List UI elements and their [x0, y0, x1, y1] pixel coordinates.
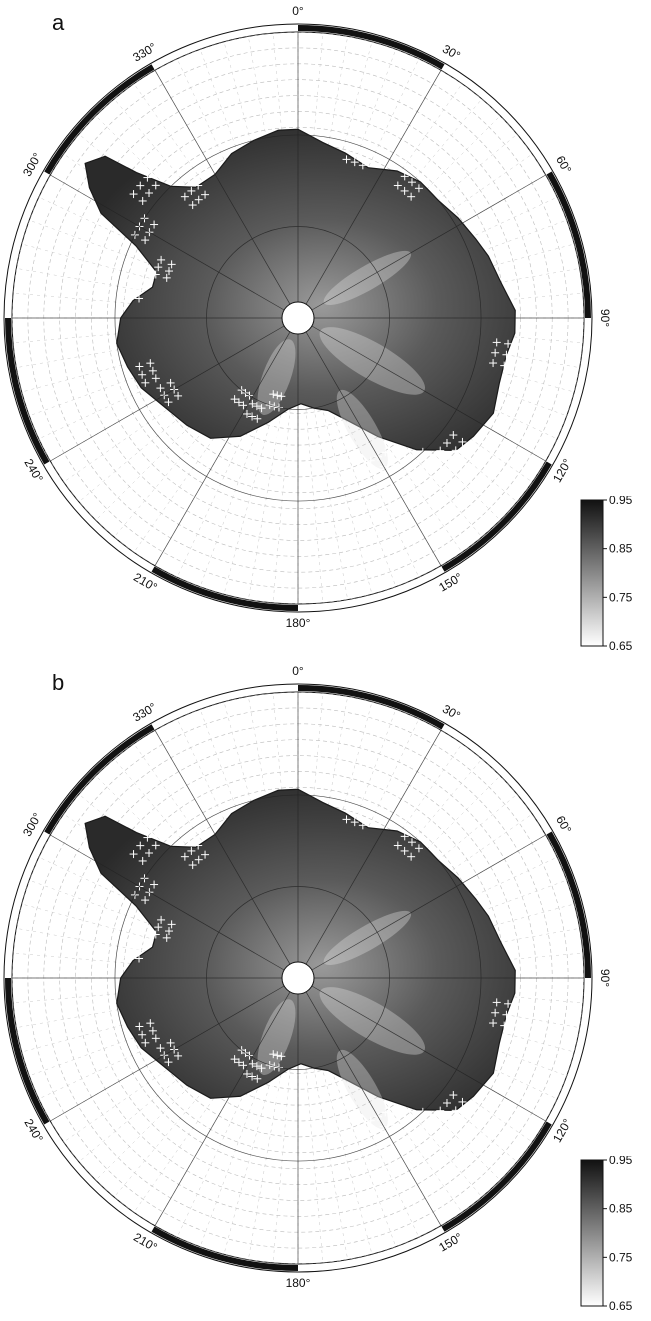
longitude-label: 180°: [286, 1276, 311, 1290]
map-frame-band: [5, 685, 591, 1271]
longitude-label: 30°: [440, 42, 463, 63]
longitude-label: 30°: [440, 702, 463, 723]
longitude-label: 0°: [292, 4, 304, 18]
longitude-label: 90°: [598, 309, 612, 327]
colorbar-ramp: [580, 499, 604, 647]
map-frame-outer: [3, 23, 593, 613]
polar-map: 0°30°60°90°120°150°180°210°240°270°300°3…: [3, 4, 612, 630]
longitude-label: 0°: [292, 664, 304, 678]
colorbar-tick-label: 0.75: [609, 590, 633, 604]
colorbar-tick-label: 0.85: [609, 542, 633, 556]
panel-label: b: [52, 670, 65, 695]
map-frame-band: [5, 25, 591, 611]
cross-markers: [123, 804, 513, 1138]
longitude-label: 120°: [550, 1116, 575, 1145]
pole-hole: [281, 301, 315, 335]
colorbar-tick-label: 0.65: [609, 639, 633, 653]
longitude-label: 150°: [436, 570, 465, 595]
map-panel-a: a 0°30°60°90°120°150°180°210°240°270°300…: [0, 0, 651, 660]
colorbar-tick-label: 0.85: [609, 1202, 633, 1216]
colorbar-tick-label: 0.65: [609, 1299, 633, 1313]
map-frame-outer: [3, 683, 593, 1273]
antarctica-landmass: [84, 788, 516, 1111]
reference-lines: [12, 32, 584, 604]
antarctica-landmass: [84, 128, 516, 451]
colorbar-tick-label: 0.95: [609, 1156, 633, 1167]
map-panel-b: b 0°30°60°90°120°150°180°210°240°270°300…: [0, 660, 651, 1320]
polar-map: 0°30°60°90°120°150°180°210°240°270°300°3…: [3, 664, 612, 1290]
colorbar-tick-label: 0.95: [609, 496, 633, 507]
colorbar-ramp: [580, 1159, 604, 1307]
colorbar-tick-label: 0.75: [609, 1250, 633, 1264]
longitude-label: 180°: [286, 616, 311, 630]
colorbar: 0.95 0.85 0.75 0.65: [580, 1156, 633, 1313]
pole-hole: [281, 961, 315, 995]
longitude-label: 60°: [553, 813, 574, 836]
longitude-label: 60°: [553, 153, 574, 176]
longitude-label: 150°: [436, 1230, 465, 1255]
colorbar: 0.95 0.85 0.75 0.65: [580, 496, 633, 653]
panel-label: a: [52, 10, 65, 35]
longitude-label: 90°: [598, 969, 612, 987]
longitude-label: 120°: [550, 456, 575, 485]
reference-lines: [12, 692, 584, 1264]
